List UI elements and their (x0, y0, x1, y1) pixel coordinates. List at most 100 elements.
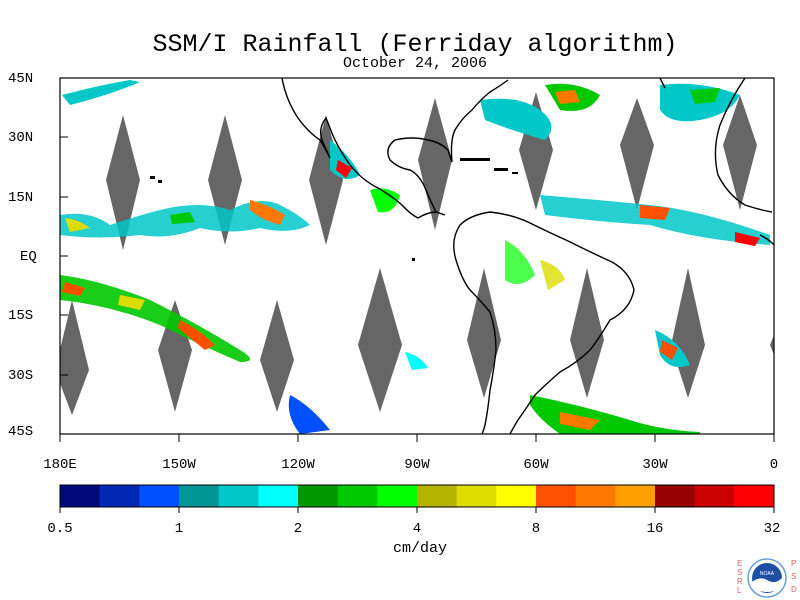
colorbar-swatch (496, 485, 537, 507)
coastline (659, 78, 666, 89)
rain-band (250, 200, 285, 225)
lat-label-eq: EQ (20, 249, 37, 265)
swath-gap (723, 95, 757, 210)
swath-gap (418, 98, 452, 230)
colorbar-swatch (218, 485, 259, 507)
rain-band (62, 282, 85, 296)
colorbar-label: 4 (412, 521, 422, 537)
logo-wave (752, 578, 782, 592)
logo-letter: P (791, 559, 796, 568)
lon-label-120w: 120W (281, 457, 315, 473)
logo-letter: R (737, 577, 743, 586)
colorbar-label: 32 (763, 521, 781, 537)
island-hawaii (150, 176, 155, 179)
lon-label-180e: 180E (43, 457, 77, 473)
rain-band (660, 340, 678, 360)
rain-band (65, 218, 90, 232)
rain-band (540, 260, 565, 290)
lon-label-90w: 90W (404, 457, 430, 473)
island-hispaniola (494, 168, 508, 171)
map-subtitle: October 24, 2006 (342, 55, 488, 72)
lat-label-15n: 15N (8, 190, 34, 206)
islands (150, 158, 518, 261)
colorbar-label: 2 (293, 521, 303, 537)
noaa-logo: E S R L NOAA P S D (737, 558, 797, 598)
logo-letter: S (737, 568, 742, 577)
lat-label-45n: 45N (8, 71, 34, 87)
colorbar-swatch (536, 485, 577, 507)
coastline (453, 211, 635, 434)
colorbar-swatch (139, 485, 180, 507)
island-hawaii-2 (158, 180, 162, 183)
colorbar-swatch (456, 485, 497, 507)
lat-label-30n: 30N (8, 130, 34, 146)
island-galapagos (412, 258, 415, 261)
colorbar-swatch (298, 485, 339, 507)
lat-label-15s: 15S (8, 308, 34, 324)
logo-letter: L (737, 586, 742, 595)
lon-label-150w: 150W (162, 457, 196, 473)
logo-letter: D (791, 585, 797, 594)
lat-label-30s: 30S (8, 368, 34, 384)
rain-band (690, 88, 720, 104)
swath-gap (570, 268, 604, 398)
swath-gap (106, 115, 140, 250)
rain-band (640, 205, 670, 220)
swath-gap (770, 335, 774, 355)
colorbar-swatch (377, 485, 418, 507)
rain-band (555, 90, 580, 104)
axis-ticks (59, 77, 775, 442)
lon-label-60w: 60W (523, 457, 549, 473)
rain-band (505, 240, 535, 284)
swath-gap (260, 300, 294, 412)
coastline (759, 234, 774, 246)
rainfall-patches (60, 80, 770, 434)
colorbar-swatch (734, 485, 775, 507)
rain-band (370, 188, 400, 213)
lon-label-30w: 30W (642, 457, 668, 473)
colorbar-swatch (258, 485, 299, 507)
colorbar-swatch (60, 485, 101, 507)
map-title: SSM/I Rainfall (Ferriday algorithm) (152, 30, 678, 59)
colorbar-swatch (417, 485, 458, 507)
rain-band (62, 80, 140, 105)
swath-gap (60, 300, 89, 415)
colorbar-swatch (337, 485, 378, 507)
lat-label-45s: 45S (8, 424, 34, 440)
rain-band (540, 195, 770, 245)
coastline (281, 78, 446, 219)
colorbar-swatch (179, 485, 220, 507)
colorbar-label: 16 (646, 521, 664, 537)
colorbar-label: 0.5 (47, 521, 73, 537)
swath-gap (620, 98, 654, 210)
island-puerto-rico (512, 172, 518, 174)
logo-center-text: NOAA (760, 571, 775, 577)
rain-band (118, 295, 145, 310)
rain-band (405, 352, 428, 370)
rain-band (170, 212, 195, 224)
rain-band (480, 98, 552, 140)
rain-band (336, 160, 352, 178)
colorbar-unit: cm/day (392, 540, 448, 557)
rain-band (178, 320, 215, 350)
island-cuba (460, 158, 490, 161)
swath-gap (467, 268, 501, 398)
colorbar-label: 8 (531, 521, 541, 537)
coastline (714, 78, 773, 213)
colorbar-swatch (615, 485, 656, 507)
colorbar-swatch (575, 485, 616, 507)
rain-band (288, 395, 330, 434)
swath-gap (358, 268, 402, 412)
colorbar-swatch (99, 485, 140, 507)
rain-band (735, 232, 760, 246)
colorbar-swatch (694, 485, 735, 507)
coastline (387, 79, 509, 213)
lon-label-0: 0 (769, 457, 779, 473)
colorbar (59, 484, 775, 513)
logo-letter: E (737, 559, 742, 568)
logo-letter: S (791, 572, 796, 581)
colorbar-label: 1 (174, 521, 184, 537)
colorbar-swatch (655, 485, 696, 507)
rain-band (560, 412, 600, 430)
